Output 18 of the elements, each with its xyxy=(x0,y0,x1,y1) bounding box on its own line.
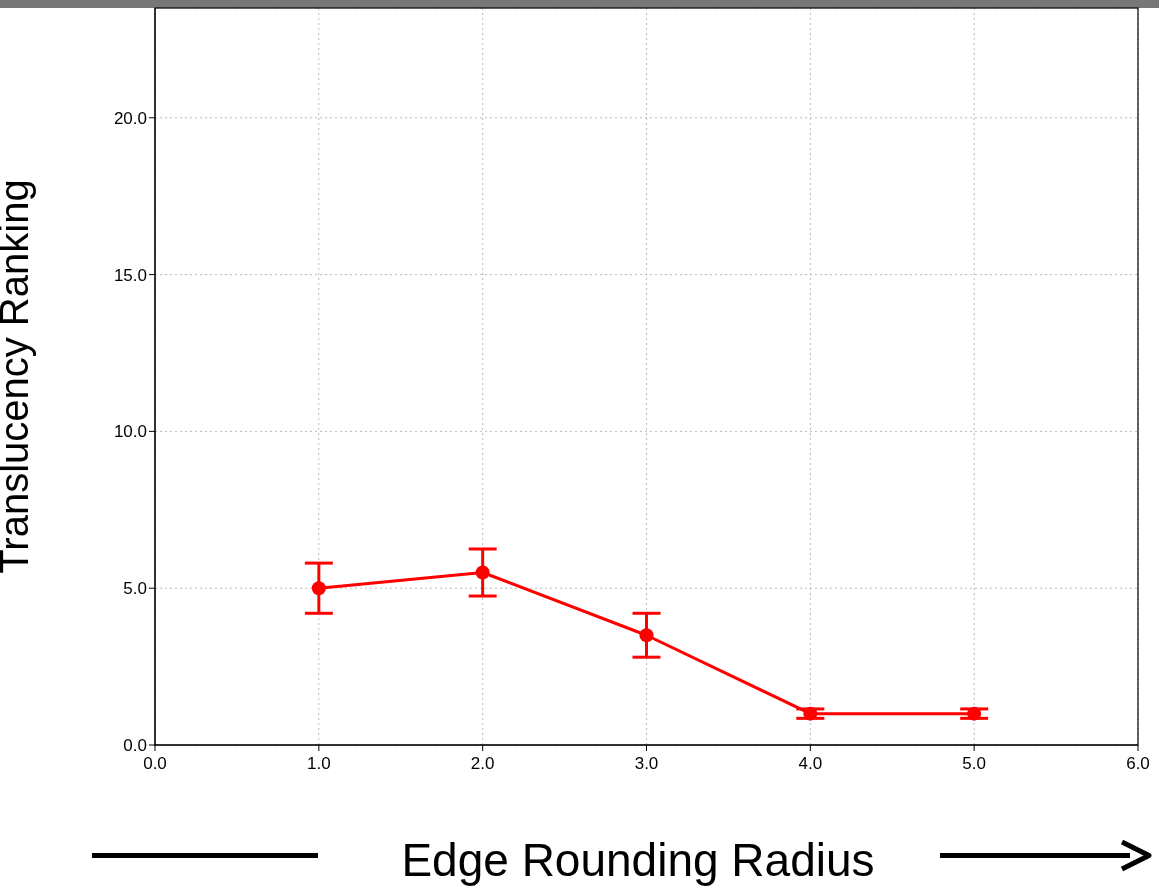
x-tick-label: 3.0 xyxy=(634,754,659,774)
x-tick-label: 6.0 xyxy=(1126,754,1150,774)
x-tick-label: 0.0 xyxy=(143,754,167,774)
y-tick-label: 20.0 xyxy=(113,108,147,128)
point xyxy=(803,706,818,721)
y-tick-label: 0.0 xyxy=(123,736,147,756)
x-tick-label: 2.0 xyxy=(470,754,495,774)
point xyxy=(311,581,326,596)
y-tick-label: 5.0 xyxy=(123,579,147,599)
point xyxy=(639,628,654,643)
x-tick-label: 5.0 xyxy=(962,754,986,774)
x-axis-title: Edge Rounding Radius xyxy=(401,834,875,886)
x-tick-label: 4.0 xyxy=(798,754,823,774)
point xyxy=(967,706,982,721)
y-tick-label: 10.0 xyxy=(113,422,147,442)
x-tick-label: 1.0 xyxy=(307,754,331,774)
y-tick-label: 15.0 xyxy=(113,265,147,285)
point xyxy=(475,565,490,580)
